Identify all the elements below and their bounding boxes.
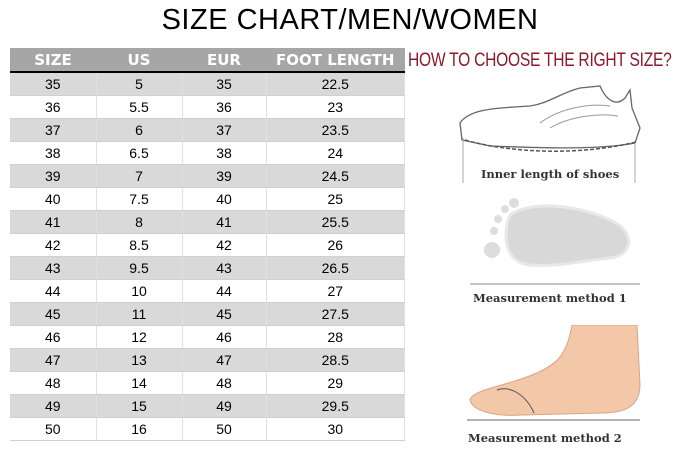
us-cell: 16 (96, 417, 183, 441)
eur-cell: 47 (182, 348, 267, 372)
size-cell: 35 (10, 72, 97, 96)
size-cell: 38 (10, 141, 97, 165)
table-row: 40 7.5 40 25 (10, 187, 405, 211)
size-cell: 49 (10, 394, 97, 418)
table-row: 50 16 50 30 (10, 417, 405, 441)
foot-length-cell: 28.5 (266, 348, 405, 372)
us-cell: 8 (96, 210, 183, 234)
foot-length-cell: 26.5 (266, 256, 405, 280)
foot-length-cell: 25.5 (266, 210, 405, 234)
us-cell: 5.5 (96, 95, 183, 119)
method1-caption: Measurement method 1 (473, 291, 627, 305)
table-row: 49 15 49 29.5 (10, 394, 405, 418)
foot-length-cell: 30 (266, 417, 405, 441)
foot-length-cell: 25 (266, 187, 405, 211)
foot-illustration (467, 325, 641, 421)
foot-length-cell: 27.5 (266, 302, 405, 326)
size-cell: 46 (10, 325, 97, 349)
size-cell: 37 (10, 118, 97, 142)
us-cell: 15 (96, 394, 183, 418)
size-cell: 48 (10, 371, 97, 395)
header-us: US (96, 48, 182, 73)
foot-length-cell: 24 (266, 141, 405, 165)
foot-length-cell: 29.5 (266, 394, 405, 418)
eur-cell: 44 (182, 279, 267, 303)
table-row: 48 14 48 29 (10, 371, 405, 395)
foot-length-cell: 22.5 (266, 72, 405, 96)
table-row: 41 8 41 25.5 (10, 210, 405, 234)
size-cell: 36 (10, 95, 97, 119)
header-eur: EUR (182, 48, 266, 73)
eur-cell: 46 (182, 325, 267, 349)
foot-length-cell: 27 (266, 279, 405, 303)
foot-length-cell: 23.5 (266, 118, 405, 142)
foot-length-cell: 23 (266, 95, 405, 119)
page-title: SIZE CHART/MEN/WOMEN (161, 4, 539, 36)
size-cell: 44 (10, 279, 97, 303)
us-cell: 6.5 (96, 141, 183, 165)
us-cell: 13 (96, 348, 183, 372)
size-cell: 39 (10, 164, 97, 188)
us-cell: 10 (96, 279, 183, 303)
table-row: 35 5 35 22.5 (10, 72, 405, 96)
eur-cell: 35 (182, 72, 267, 96)
us-cell: 7.5 (96, 187, 183, 211)
shoe-illustration (459, 85, 641, 183)
us-cell: 8.5 (96, 233, 183, 257)
eur-cell: 43 (182, 256, 267, 280)
us-cell: 9.5 (96, 256, 183, 280)
table-row: 37 6 37 23.5 (10, 118, 405, 142)
us-cell: 7 (96, 164, 183, 188)
table-row: 47 13 47 28.5 (10, 348, 405, 372)
size-cell: 45 (10, 302, 97, 326)
size-cell: 41 (10, 210, 97, 234)
table-row: 42 8.5 42 26 (10, 233, 405, 257)
size-chart-table: SIZE US EUR FOOT LENGTH 35 5 35 22.5 36 5.5 36… (10, 48, 405, 441)
us-cell: 6 (96, 118, 183, 142)
table-row: 43 9.5 43 26.5 (10, 256, 405, 280)
eur-cell: 49 (182, 394, 267, 418)
foot-length-cell: 24.5 (266, 164, 405, 188)
header-size: SIZE (10, 48, 96, 73)
guide-heading: HOW TO CHOOSE THE RIGHT SIZE? (408, 50, 672, 71)
table-row: 36 5.5 36 23 (10, 95, 405, 119)
eur-cell: 39 (182, 164, 267, 188)
size-cell: 50 (10, 417, 97, 441)
table-row: 45 11 45 27.5 (10, 302, 405, 326)
us-cell: 12 (96, 325, 183, 349)
eur-cell: 45 (182, 302, 267, 326)
eur-cell: 40 (182, 187, 267, 211)
eur-cell: 41 (182, 210, 267, 234)
header-foot-length: FOOT LENGTH (266, 48, 405, 73)
eur-cell: 42 (182, 233, 267, 257)
us-cell: 5 (96, 72, 183, 96)
method2-caption: Measurement method 2 (468, 431, 622, 445)
foot-length-cell: 29 (266, 371, 405, 395)
size-cell: 43 (10, 256, 97, 280)
us-cell: 14 (96, 371, 183, 395)
size-cell: 40 (10, 187, 97, 211)
table-row: 46 12 46 28 (10, 325, 405, 349)
foot-length-cell: 26 (266, 233, 405, 257)
footprint-illustration (484, 198, 631, 267)
eur-cell: 37 (182, 118, 267, 142)
shoe-caption: Inner length of shoes (481, 167, 620, 181)
size-cell: 47 (10, 348, 97, 372)
eur-cell: 50 (182, 417, 267, 441)
table-header: SIZE US EUR FOOT LENGTH (10, 48, 405, 73)
method1-line (470, 283, 640, 285)
us-cell: 11 (96, 302, 183, 326)
eur-cell: 38 (182, 141, 267, 165)
size-cell: 42 (10, 233, 97, 257)
eur-cell: 36 (182, 95, 267, 119)
table-row: 38 6.5 38 24 (10, 141, 405, 165)
eur-cell: 48 (182, 371, 267, 395)
foot-length-cell: 28 (266, 325, 405, 349)
table-row: 44 10 44 27 (10, 279, 405, 303)
table-row: 39 7 39 24.5 (10, 164, 405, 188)
